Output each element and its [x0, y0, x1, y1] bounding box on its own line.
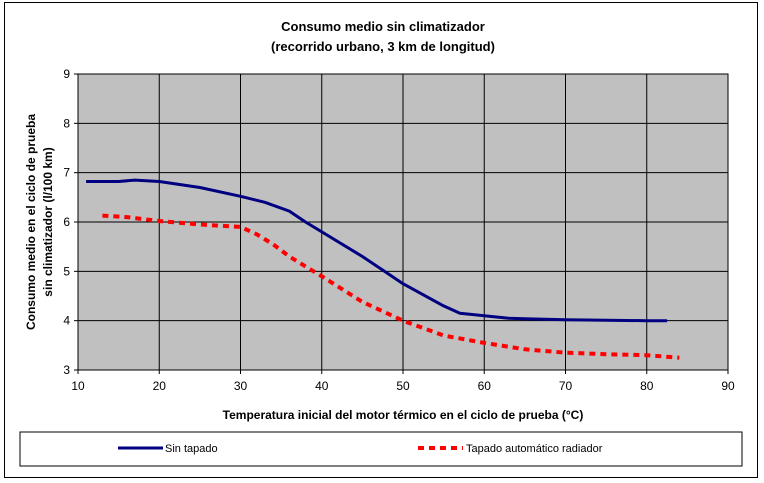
x-tick-label: 30	[234, 379, 248, 393]
chart-subtitle: (recorrido urbano, 3 km de longitud)	[271, 39, 495, 54]
chart-title: Consumo medio sin climatizador	[281, 19, 485, 34]
x-axis-label: Temperatura inicial del motor térmico en…	[223, 408, 584, 422]
y-axis-label-line1: Consumo medio en el ciclo de prueba	[24, 114, 38, 330]
axes	[74, 73, 729, 374]
y-tick-label: 8	[63, 116, 70, 130]
y-tick-labels: 3 4 5 6 7 8 9	[63, 67, 70, 377]
y-axis-label-line2: sin climatizador (l/100 km)	[41, 147, 55, 296]
y-tick-label: 6	[63, 215, 70, 229]
series-line-sin-tapado	[86, 178, 668, 323]
y-tick-label: 3	[63, 363, 70, 377]
series-lines	[86, 178, 680, 360]
series-line-tapado-automatico	[102, 213, 680, 360]
x-tick-labels: 10 20 30 40 50 60 70 80 90	[71, 379, 735, 393]
plot-border	[77, 73, 729, 371]
legend-box	[19, 431, 743, 467]
x-tick-label: 70	[559, 379, 573, 393]
x-tick-label: 80	[640, 379, 654, 393]
y-tick-label: 5	[63, 264, 70, 278]
x-tick-label: 20	[153, 379, 167, 393]
x-tick-label: 50	[396, 379, 410, 393]
y-tick-label: 4	[63, 314, 70, 328]
y-tick-label: 9	[63, 67, 70, 81]
legend-label-sin-tapado: Sin tapado	[165, 443, 218, 455]
x-tick-label: 40	[315, 379, 329, 393]
legend: Sin tapado Tapado automático radiador	[19, 431, 743, 467]
x-tick-label: 60	[478, 379, 492, 393]
legend-label-tapado: Tapado automático radiador	[466, 443, 603, 455]
y-tick-label: 7	[63, 166, 70, 180]
x-tick-label: 10	[71, 379, 85, 393]
x-tick-label: 90	[721, 379, 735, 393]
